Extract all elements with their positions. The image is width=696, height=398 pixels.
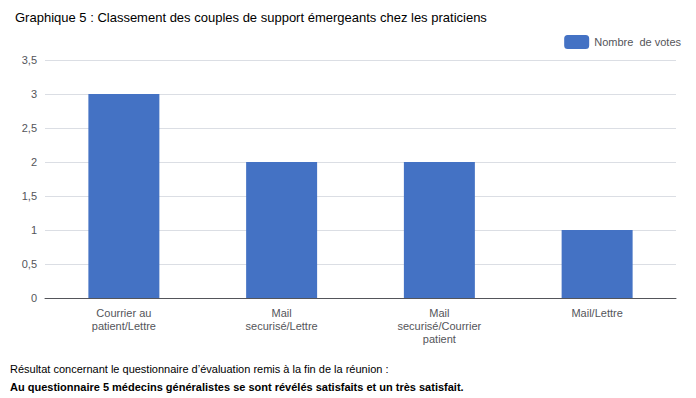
svg-text:Mail: Mail [429, 307, 449, 319]
svg-text:3: 3 [31, 88, 37, 100]
svg-text:Au questionnaire 5 médecins gé: Au questionnaire 5 médecins généralistes… [10, 381, 464, 393]
svg-text:securisé/Lettre: securisé/Lettre [246, 320, 318, 332]
svg-text:securisé/Courrier: securisé/Courrier [398, 320, 482, 332]
svg-text:2: 2 [31, 156, 37, 168]
svg-text:Nombre de votes: Nombre de votes [594, 36, 681, 48]
svg-text:2,5: 2,5 [22, 122, 37, 134]
svg-text:3,5: 3,5 [22, 54, 37, 66]
svg-text:Mail: Mail [272, 307, 292, 319]
svg-text:Mail/Lettre: Mail/Lettre [571, 307, 622, 319]
svg-text:Résultat concernant le questio: Résultat concernant le questionnaire d’é… [10, 363, 389, 375]
svg-text:Graphique 5 : Classement des c: Graphique 5 : Classement des couples de … [15, 10, 487, 25]
svg-text:patient/Lettre: patient/Lettre [92, 320, 156, 332]
svg-text:1: 1 [31, 224, 37, 236]
svg-text:0,5: 0,5 [22, 258, 37, 270]
svg-text:0: 0 [31, 292, 37, 304]
svg-text:patient: patient [423, 333, 456, 345]
svg-text:1,5: 1,5 [22, 190, 37, 202]
svg-text:Courrier au: Courrier au [96, 307, 151, 319]
